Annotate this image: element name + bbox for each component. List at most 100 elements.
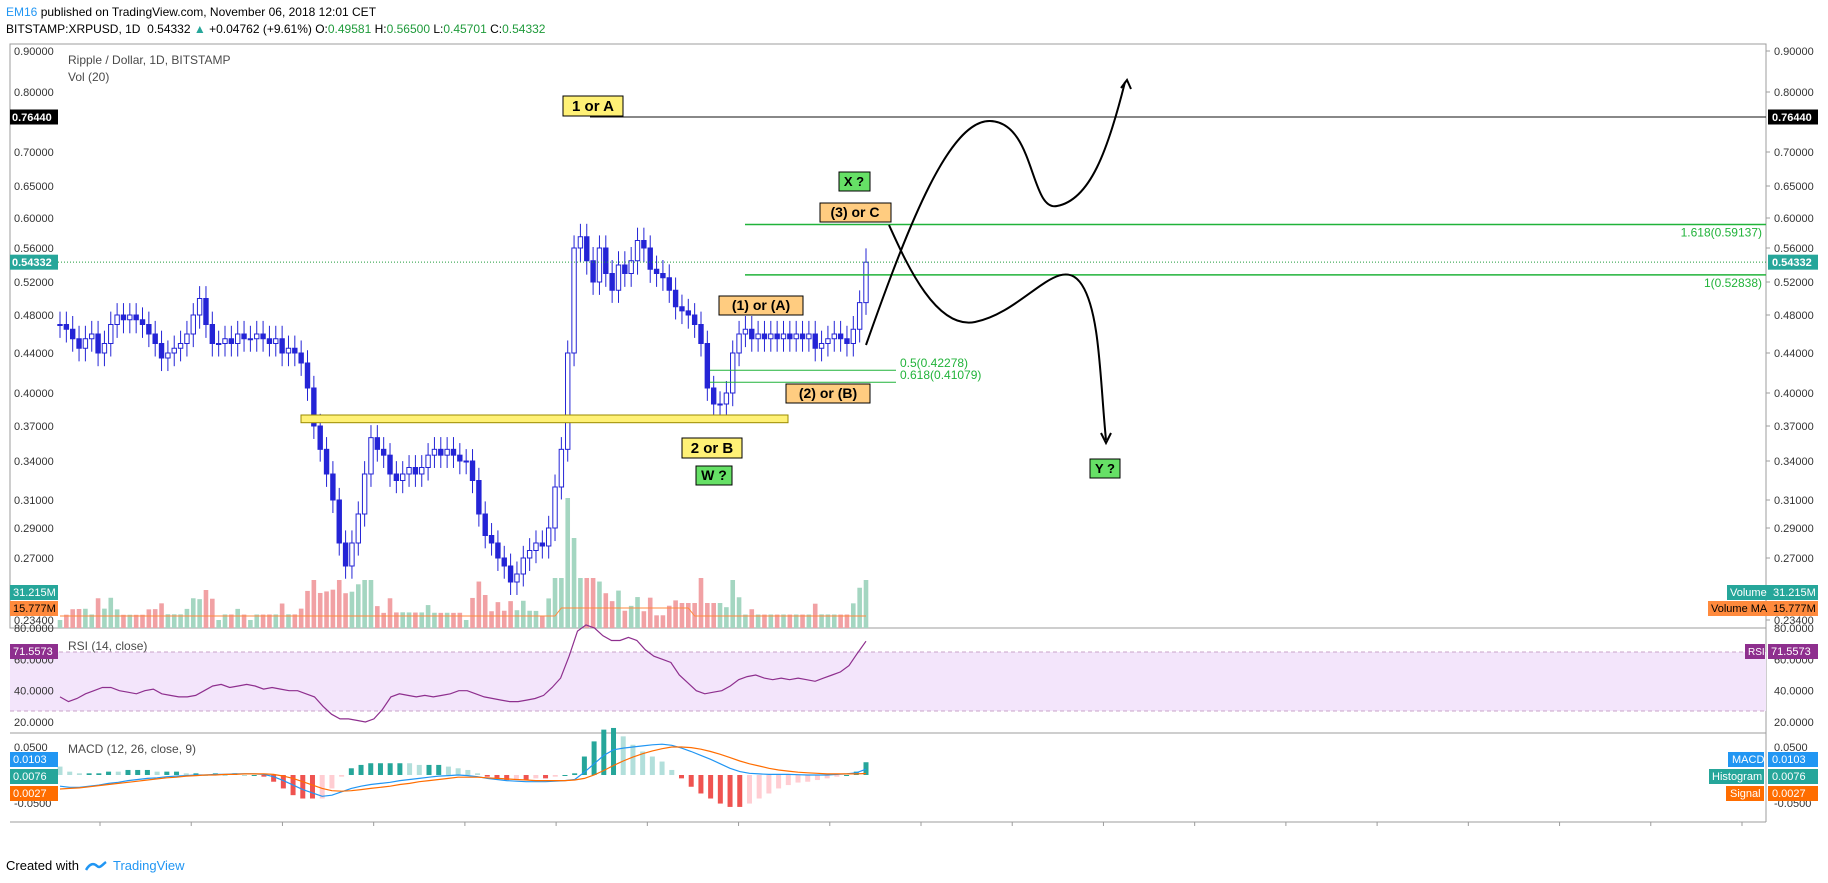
candle-body [228, 338, 235, 344]
candle-body [279, 338, 285, 354]
volume-bar [482, 595, 488, 628]
candle-body [723, 392, 730, 405]
candle-body [749, 328, 755, 340]
macd-histogram-bar [309, 775, 315, 799]
macd-histogram-bar [407, 763, 413, 775]
candle-body [488, 535, 495, 544]
candle-body [501, 557, 507, 567]
volume-bar [432, 612, 437, 628]
rsi-tick-label: 40.0000 [14, 686, 54, 698]
label-2-or-b-minor[interactable]: (2) or (B) [785, 383, 871, 404]
candle-body [57, 324, 63, 326]
candle-body [254, 333, 260, 340]
candle-body [552, 486, 558, 529]
price-tick-label: 0.80000 [1774, 87, 1814, 99]
price-tick-label: 0.40000 [14, 388, 54, 400]
volume-bar [381, 612, 386, 628]
candle-body [831, 333, 837, 340]
candle-body [393, 473, 400, 481]
candle-body [260, 333, 266, 340]
candle-body [495, 542, 501, 559]
volume-bar [597, 581, 602, 628]
candle-body [380, 448, 387, 456]
volume-bar [108, 597, 114, 628]
volume-bar [203, 590, 209, 628]
label-1-or-a-minor[interactable]: (1) or (A) [718, 295, 804, 316]
rsi-tags: RSI 71.5573 71.5573 [10, 644, 1818, 659]
chart-canvas[interactable]: 1 or A 2 or B W ? (1) or (A) (2) or (B) … [0, 0, 1828, 830]
candle-body [742, 328, 749, 335]
volume-bar [216, 620, 221, 628]
candle-body [730, 352, 736, 394]
candle-body [469, 460, 476, 481]
volume-bar [584, 578, 590, 628]
label-y[interactable]: Y ? [1089, 458, 1121, 479]
label-3-or-c[interactable]: (3) or C [819, 202, 892, 223]
tradingview-link[interactable]: TradingView [112, 858, 185, 873]
price-tick-label: 0.56000 [1774, 243, 1814, 255]
volume-bar [578, 578, 583, 628]
time-tick-label: Apr [1733, 829, 1750, 830]
time-tick-label: Oct [639, 829, 656, 830]
volume-bar [267, 614, 272, 628]
label-w[interactable]: W ? [695, 465, 733, 486]
candle-body [850, 328, 857, 344]
macd-histogram-bar [863, 762, 869, 775]
rsi-tick-label: 20.0000 [14, 717, 54, 729]
volume-bar [260, 614, 266, 628]
candle-body [710, 387, 717, 405]
label-1-or-a[interactable]: 1 or A [562, 95, 624, 117]
support-zone[interactable] [300, 414, 789, 424]
rsi-axis[interactable]: 80.000080.000060.000060.000040.000040.00… [14, 623, 1814, 729]
candle-body [482, 513, 488, 536]
time-tick-label: 17 [550, 829, 562, 830]
macd-histogram-bar [601, 729, 607, 775]
volume-bar [654, 615, 659, 628]
macd-histogram-bar [620, 736, 626, 775]
candle-body [755, 333, 761, 340]
volume-bar [70, 609, 75, 628]
volume-bar [197, 599, 202, 628]
label-2-or-b[interactable]: 2 or B [681, 437, 743, 459]
svg-text:31.215M: 31.215M [1773, 587, 1816, 599]
macd-histogram-bar [426, 764, 432, 775]
price-tick-label: 0.70000 [1774, 147, 1814, 159]
footer: Created with TradingView [6, 858, 185, 873]
candle-body [577, 236, 584, 249]
macd-histogram-bar [57, 766, 63, 775]
candle-body [761, 333, 768, 340]
candle-body [222, 338, 228, 344]
volume-bar [336, 580, 342, 628]
macd-histogram-bar [484, 775, 490, 777]
bullish-projection-curve[interactable] [865, 81, 1126, 346]
macd-histogram-bar [329, 775, 335, 789]
price-axis[interactable]: 0.90000 0.90000 0.80000 0.80000 0.70000 0.700… [14, 46, 1814, 627]
fib-1618-label: 1.618(0.59137) [1681, 225, 1762, 239]
time-axis[interactable]: Jul 16 Aug 14 Sep 17 Oct 15 Nov 14 Dec 17 2019 14 Feb 1… [93, 822, 1751, 830]
candle-body [736, 333, 742, 354]
volume-bar [514, 610, 520, 628]
candle-body [425, 454, 431, 468]
publisher-name[interactable]: EM16 [6, 5, 38, 19]
chart-header: EM16 published on TradingView.com, Novem… [6, 4, 545, 38]
price-tick-label: 0.23400 [14, 615, 54, 627]
macd-histogram-bar [242, 775, 248, 776]
svg-text:0.76440: 0.76440 [1772, 112, 1812, 124]
volume-bar [254, 614, 260, 628]
macd-histogram-bar [174, 771, 180, 775]
candle-body [685, 310, 691, 316]
price-tick-label: 0.29000 [1774, 523, 1814, 535]
svg-text:1 or A: 1 or A [572, 98, 614, 115]
svg-text:0.0076: 0.0076 [1772, 771, 1806, 783]
bearish-projection-curve[interactable] [888, 224, 1107, 441]
candle-body [215, 343, 222, 345]
price-tick-label: 0.60000 [14, 213, 54, 225]
label-x[interactable]: X ? [838, 171, 871, 192]
macd-histogram-bar [222, 775, 228, 776]
candle-body [558, 448, 565, 488]
candle-body [539, 542, 546, 547]
volume-bar [140, 614, 145, 628]
volume-ma-line [60, 607, 866, 617]
volume-bar [781, 614, 786, 628]
candle-body [679, 306, 685, 312]
